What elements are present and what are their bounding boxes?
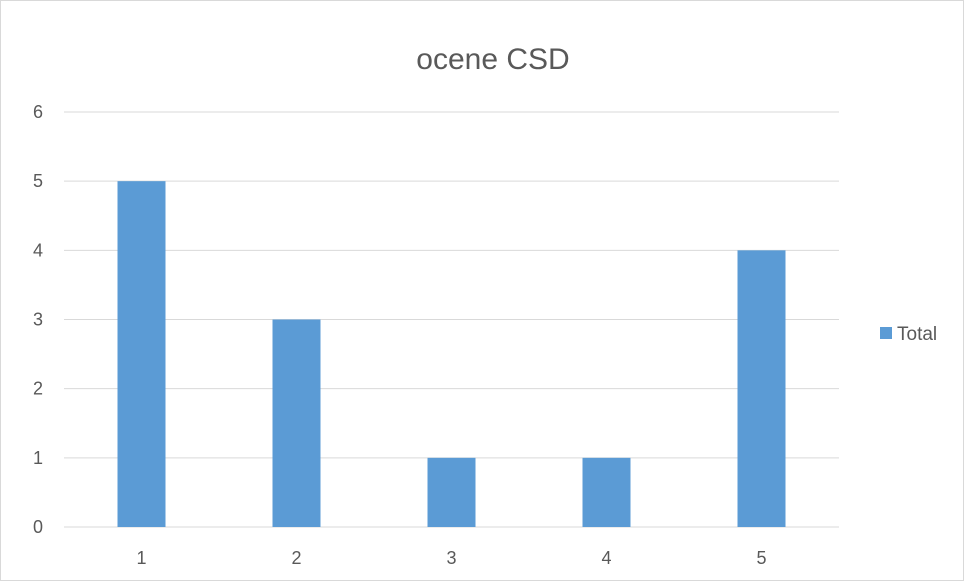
y-tick-label: 6 (33, 102, 43, 122)
x-tick-label: 5 (756, 548, 766, 568)
x-tick-label: 1 (136, 548, 146, 568)
chart-title: ocene CSD (416, 43, 569, 76)
y-tick-label: 1 (33, 448, 43, 468)
x-tick-label: 3 (446, 548, 456, 568)
bar-4 (582, 457, 631, 527)
bar-5 (737, 250, 786, 528)
legend: Total (880, 324, 937, 345)
legend-swatch (880, 327, 892, 339)
legend-label: Total (897, 324, 937, 345)
y-tick-label: 2 (33, 379, 43, 399)
bar-1 (117, 181, 166, 527)
y-tick-label: 3 (33, 310, 43, 330)
x-tick-label: 4 (601, 548, 611, 568)
bars (117, 181, 786, 528)
gridlines (64, 111, 839, 459)
y-tick-label: 5 (33, 171, 43, 191)
y-tick-label: 4 (33, 240, 43, 260)
x-tick-label: 2 (291, 548, 301, 568)
y-tick-label: 0 (33, 517, 43, 537)
bar-2 (272, 319, 321, 527)
tick-labels: 0 1 2 3 4 5 6 1 2 3 4 5 (33, 102, 767, 568)
bar-3 (427, 457, 476, 527)
